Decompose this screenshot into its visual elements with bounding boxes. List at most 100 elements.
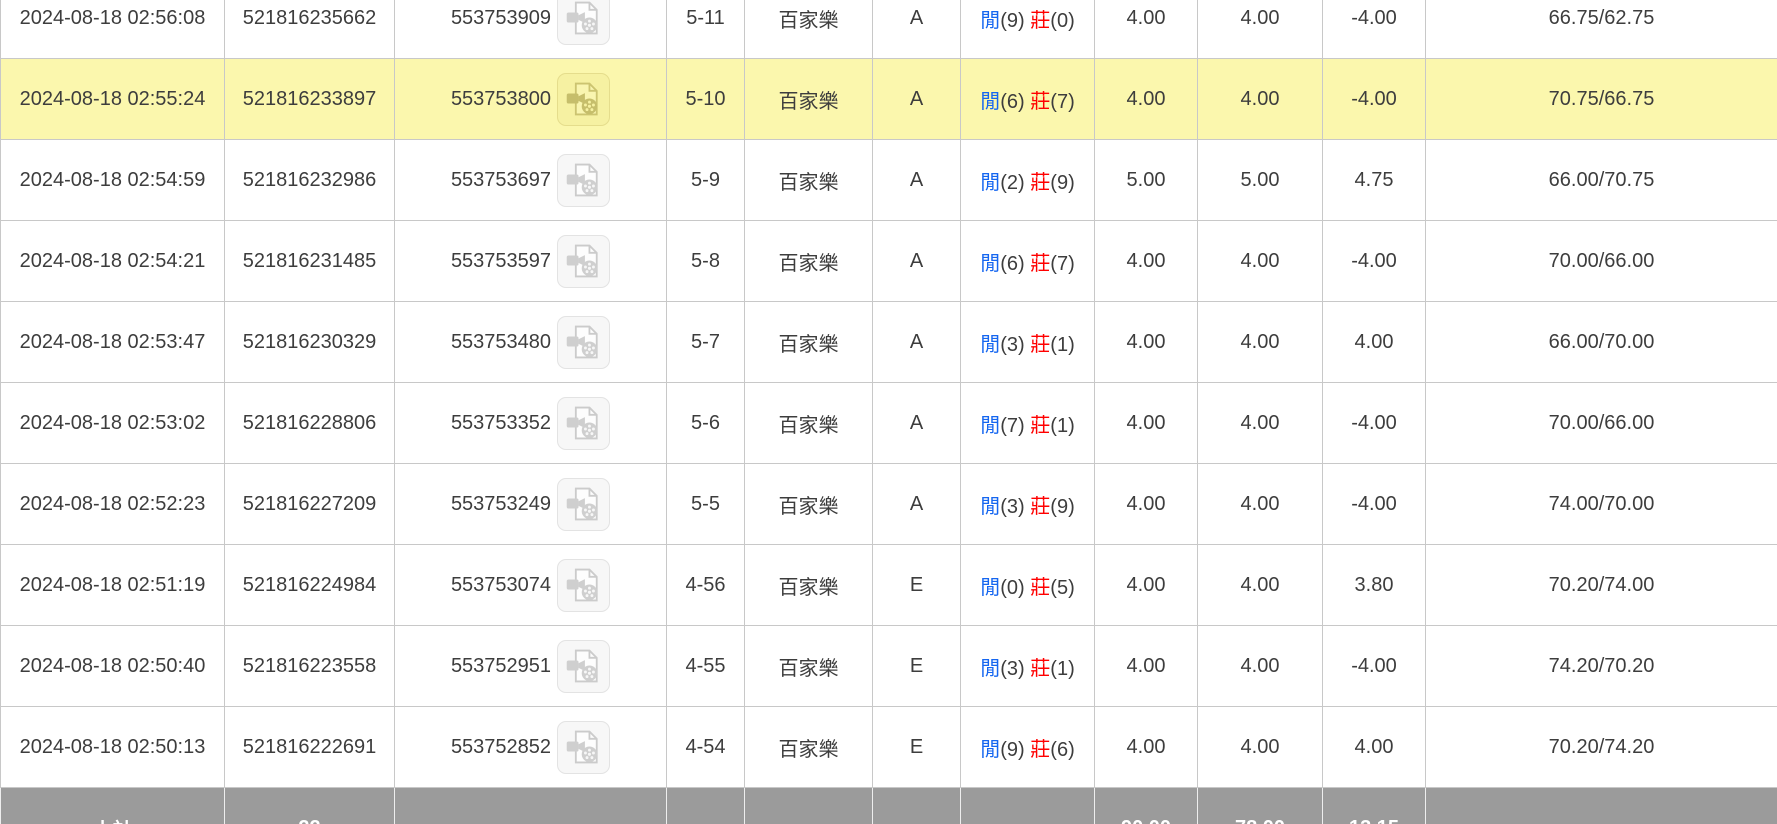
video-file-icon: [566, 82, 598, 116]
bet-time-cell: 2024-08-18 02:51:19: [0, 544, 225, 626]
table-name-cell: A: [872, 301, 961, 383]
subtotal-bet-total: 90.00: [1094, 787, 1198, 824]
bet-amount-cell: 4.00: [1094, 58, 1198, 140]
game-round-id-cell: 553753697: [394, 139, 667, 221]
balance-cell: 70.00/66.00: [1425, 382, 1777, 464]
record-row[interactable]: 2024-08-18 02:52:23 521816227209 5537532…: [0, 463, 1777, 545]
table-name-cell: A: [872, 382, 961, 464]
game-type-cell: 百家樂: [744, 382, 873, 464]
banker-score: (6): [1050, 738, 1075, 761]
banker-label: 莊: [1030, 9, 1051, 32]
player-score: (3): [1000, 495, 1025, 518]
video-replay-button[interactable]: [557, 720, 611, 774]
bet-amount-cell: 4.00: [1094, 220, 1198, 302]
subtotal-empty-cell: [744, 787, 873, 824]
balance-cell: 70.75/66.75: [1425, 58, 1777, 140]
table-name-cell: E: [872, 706, 961, 788]
game-type-cell: 百家樂: [744, 706, 873, 788]
table-name-cell: E: [872, 625, 961, 707]
result-cell: 閒(3) 莊(1): [960, 625, 1095, 707]
game-type-cell: 百家樂: [744, 301, 873, 383]
record-row[interactable]: 2024-08-18 02:55:24 521816233897 5537538…: [0, 58, 1777, 140]
record-row[interactable]: 2024-08-18 02:53:47 521816230329 5537534…: [0, 301, 1777, 383]
bet-id-cell: 521816235662: [224, 0, 395, 59]
result-cell: 閒(2) 莊(9): [960, 139, 1095, 221]
video-replay-button[interactable]: [557, 72, 611, 126]
valid-bet-cell: 4.00: [1197, 0, 1323, 59]
video-replay-button[interactable]: [557, 396, 611, 450]
result-cell: 閒(9) 莊(0): [960, 0, 1095, 59]
player-label: 閒: [980, 738, 1001, 761]
game-type-cell: 百家樂: [744, 139, 873, 221]
game-round-id-cell: 553753352: [394, 382, 667, 464]
round-cell: 5-11: [666, 0, 745, 59]
player-label: 閒: [980, 252, 1001, 275]
valid-bet-cell: 4.00: [1197, 58, 1323, 140]
player-score: (9): [1000, 9, 1025, 32]
video-replay-button[interactable]: [557, 153, 611, 207]
game-round-id-cell: 553753480: [394, 301, 667, 383]
player-score: (7): [1000, 414, 1025, 437]
video-file-icon: [566, 406, 598, 440]
video-replay-button[interactable]: [557, 234, 611, 288]
subtotal-row: 小計 22 90.00 78.00 13.15: [0, 787, 1777, 824]
bet-time-cell: 2024-08-18 02:56:08: [0, 0, 225, 59]
banker-label: 莊: [1030, 90, 1051, 113]
record-row[interactable]: 2024-08-18 02:50:40 521816223558 5537529…: [0, 625, 1777, 707]
bet-time-cell: 2024-08-18 02:53:02: [0, 382, 225, 464]
player-label: 閒: [980, 657, 1001, 680]
round-cell: 5-7: [666, 301, 745, 383]
result-cell: 閒(7) 莊(1): [960, 382, 1095, 464]
bet-time-cell: 2024-08-18 02:55:24: [0, 58, 225, 140]
video-replay-button[interactable]: [557, 558, 611, 612]
banker-score: (1): [1050, 657, 1075, 680]
banker-score: (7): [1050, 90, 1075, 113]
record-row[interactable]: 2024-08-18 02:53:02 521816228806 5537533…: [0, 382, 1777, 464]
result-cell: 閒(3) 莊(9): [960, 463, 1095, 545]
record-row[interactable]: 2024-08-18 02:50:13 521816222691 5537528…: [0, 706, 1777, 788]
video-file-icon: [566, 487, 598, 521]
record-row[interactable]: 2024-08-18 02:51:19 521816224984 5537530…: [0, 544, 1777, 626]
bet-amount-cell: 4.00: [1094, 463, 1198, 545]
subtotal-label: 小計: [0, 787, 225, 824]
record-row[interactable]: 2024-08-18 02:54:21 521816231485 5537535…: [0, 220, 1777, 302]
video-replay-button[interactable]: [557, 477, 611, 531]
video-file-icon: [566, 1, 598, 35]
table-name-cell: A: [872, 139, 961, 221]
win-loss-cell: 4.00: [1322, 301, 1426, 383]
subtotal-empty-cell: [666, 787, 745, 824]
balance-cell: 74.20/70.20: [1425, 625, 1777, 707]
valid-bet-cell: 5.00: [1197, 139, 1323, 221]
banker-score: (1): [1050, 414, 1075, 437]
table-name-cell: E: [872, 544, 961, 626]
game-round-id: 553753249: [450, 492, 552, 515]
balance-cell: 70.00/66.00: [1425, 220, 1777, 302]
player-score: (3): [1000, 333, 1025, 356]
banker-score: (9): [1050, 495, 1075, 518]
bet-amount-cell: 4.00: [1094, 706, 1198, 788]
balance-cell: 70.20/74.20: [1425, 706, 1777, 788]
game-type-cell: 百家樂: [744, 463, 873, 545]
result-cell: 閒(3) 莊(1): [960, 301, 1095, 383]
banker-label: 莊: [1030, 333, 1051, 356]
player-label: 閒: [980, 576, 1001, 599]
video-replay-button[interactable]: [557, 0, 611, 45]
video-replay-button[interactable]: [557, 315, 611, 369]
balance-cell: 66.75/62.75: [1425, 0, 1777, 59]
bet-amount-cell: 4.00: [1094, 382, 1198, 464]
records-body: 2024-08-18 02:56:08 521816235662 5537539…: [0, 0, 1777, 788]
round-cell: 4-55: [666, 625, 745, 707]
video-replay-button[interactable]: [557, 639, 611, 693]
record-row[interactable]: 2024-08-18 02:54:59 521816232986 5537536…: [0, 139, 1777, 221]
game-type-cell: 百家樂: [744, 220, 873, 302]
subtotal-empty-cell: [394, 787, 667, 824]
bet-id-cell: 521816228806: [224, 382, 395, 464]
player-label: 閒: [980, 90, 1001, 113]
round-cell: 4-56: [666, 544, 745, 626]
game-type-cell: 百家樂: [744, 58, 873, 140]
table-name-cell: A: [872, 463, 961, 545]
record-row[interactable]: 2024-08-18 02:56:08 521816235662 5537539…: [0, 0, 1777, 59]
bet-time-cell: 2024-08-18 02:52:23: [0, 463, 225, 545]
banker-score: (0): [1050, 9, 1075, 32]
game-round-id-cell: 553753074: [394, 544, 667, 626]
